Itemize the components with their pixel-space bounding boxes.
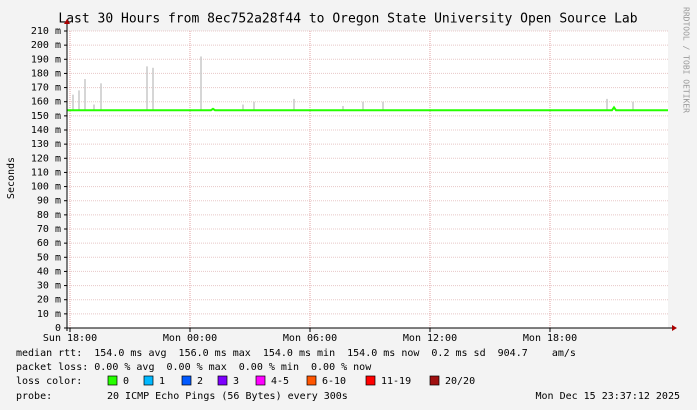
y-tick-label: 30 m bbox=[37, 281, 61, 292]
loss-legend-label: loss color: bbox=[16, 376, 82, 387]
y-tick-label: 0 bbox=[55, 323, 61, 334]
y-tick-label: 190 m bbox=[31, 54, 61, 65]
loss-swatch bbox=[365, 375, 376, 386]
loss-swatch bbox=[217, 375, 228, 386]
y-tick-label: 140 m bbox=[31, 125, 61, 136]
probe-label: probe: bbox=[16, 391, 52, 402]
loss-legend-item: 4-5 bbox=[271, 376, 289, 387]
x-arrow bbox=[672, 325, 677, 331]
labels: 0 10 m 20 m 30 m 40 m 50 m 60 m 70 m 80 m 90 m 100… bbox=[16, 26, 680, 402]
loss-legend-item: 3 bbox=[233, 376, 239, 387]
x-tick-label: Mon 06:00 bbox=[283, 333, 337, 344]
y-tick-label: 200 m bbox=[31, 40, 61, 51]
loss-legend-item: 6-10 bbox=[322, 376, 346, 387]
loss-legend-item: 2 bbox=[197, 376, 203, 387]
loss-legend-item: 1 bbox=[159, 376, 165, 387]
side-label: RRDTOOL / TOBI OETIKER bbox=[682, 7, 691, 113]
y-tick-label: 20 m bbox=[37, 295, 61, 306]
y-axis-label: Seconds bbox=[6, 157, 17, 199]
y-tick-label: 90 m bbox=[37, 196, 61, 207]
y-tick-label: 120 m bbox=[31, 153, 61, 164]
grid bbox=[64, 30, 668, 332]
chart-title: Last 30 Hours from 8ec752a28f44 to Orego… bbox=[58, 12, 637, 27]
x-tick-label: Mon 00:00 bbox=[163, 333, 217, 344]
y-tick-label: 40 m bbox=[37, 266, 61, 277]
x-tick-label: Mon 18:00 bbox=[523, 333, 577, 344]
x-tick-label: Mon 12:00 bbox=[403, 333, 457, 344]
y-tick-label: 160 m bbox=[31, 97, 61, 108]
marks bbox=[67, 56, 668, 112]
y-tick-label: 180 m bbox=[31, 68, 61, 79]
loss-swatch bbox=[143, 375, 154, 386]
median-line bbox=[67, 105, 668, 112]
stats-line: median rtt: 154.0 ms avg 156.0 ms max 15… bbox=[16, 348, 576, 359]
y-tick-label: 170 m bbox=[31, 83, 61, 94]
axes bbox=[64, 19, 677, 331]
y-tick-label: 100 m bbox=[31, 182, 61, 193]
loss-swatch bbox=[181, 375, 192, 386]
x-tick-label: Sun 18:00 bbox=[43, 333, 97, 344]
stats-line: packet loss: 0.00 % avg 0.00 % max 0.00 … bbox=[16, 362, 372, 373]
y-tick-label: 60 m bbox=[37, 238, 61, 249]
probe: 20 ICMP Echo Pings (56 Bytes) every 300s bbox=[107, 391, 348, 402]
loss-legend-item: 0 bbox=[123, 376, 129, 387]
y-tick-label: 210 m bbox=[31, 26, 61, 37]
y-tick-label: 50 m bbox=[37, 252, 61, 263]
y-tick-label: 130 m bbox=[31, 139, 61, 150]
y-tick-label: 70 m bbox=[37, 224, 61, 235]
plot-area bbox=[67, 31, 668, 328]
loss-swatch bbox=[429, 375, 440, 386]
loss-swatch bbox=[306, 375, 317, 386]
loss-legend-item: 11-19 bbox=[381, 376, 411, 387]
y-tick-label: 150 m bbox=[31, 111, 61, 122]
loss-legend-item: 20/20 bbox=[445, 376, 475, 387]
y-tick-label: 110 m bbox=[31, 167, 61, 178]
y-arrow bbox=[64, 19, 70, 24]
y-tick-label: 80 m bbox=[37, 210, 61, 221]
loss-swatch bbox=[107, 375, 118, 386]
timestamp: Mon Dec 15 23:37:12 2025 bbox=[536, 391, 681, 402]
loss-swatch bbox=[255, 375, 266, 386]
y-tick-label: 10 m bbox=[37, 309, 61, 320]
